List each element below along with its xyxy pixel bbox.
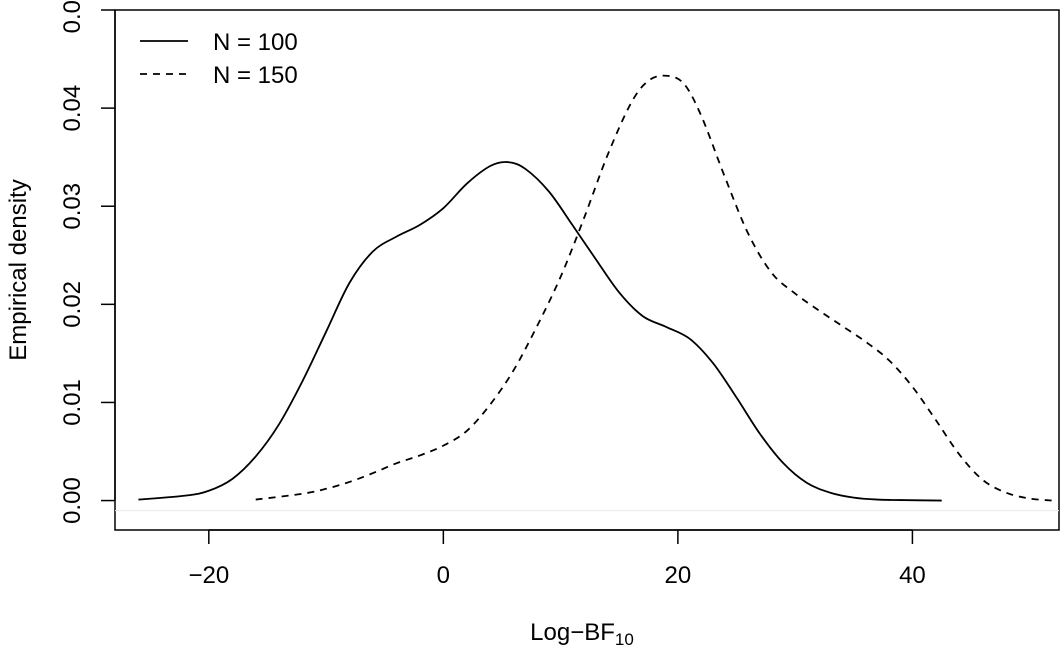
y-tick-label: 0.00 [59,477,86,524]
series-layer [138,74,1054,502]
y-tick-label: 0.03 [59,183,86,230]
legend-label-n100: N = 100 [213,29,298,56]
y-axis: 0.00 0.01 0.02 0.03 0.04 0.05 [59,0,116,524]
x-tick-label: 20 [665,562,692,589]
x-tick-label: −20 [188,562,229,589]
y-tick-label: 0.02 [59,281,86,328]
y-tick-label: 0.01 [59,379,86,426]
x-axis-label-subscript: 10 [615,630,634,647]
legend: N = 100 N = 150 [140,29,298,89]
series-line-n150 [255,74,1054,502]
x-tick-label: 40 [899,562,926,589]
series-line-n100 [138,161,942,502]
x-axis-label-main: Log−BF [530,619,615,646]
y-tick-label: 0.05 [59,0,86,33]
x-tick-label: 0 [437,562,450,589]
x-axis: −20 0 20 40 [188,529,926,589]
y-axis-label: Empirical density [5,179,32,360]
legend-label-n150: N = 150 [213,62,298,89]
x-axis-label: Log−BF10 [530,619,634,647]
y-tick-label: 0.04 [59,85,86,132]
